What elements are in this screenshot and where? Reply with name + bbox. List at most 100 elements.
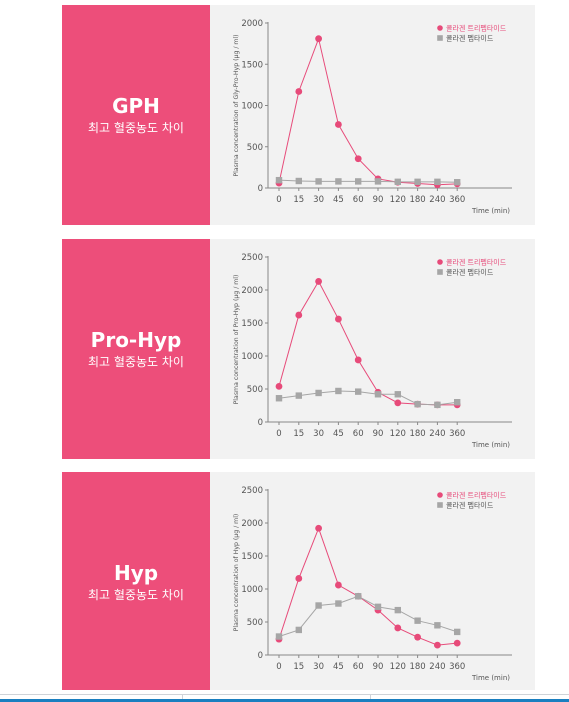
x-tick-label: 0 — [276, 662, 281, 672]
hyp-title: Hyp — [113, 561, 159, 585]
y-tick-label: 1500 — [241, 552, 263, 562]
gph-label-panel: GPH 최고 혈중농도 차이 — [62, 5, 210, 225]
y-tick-label: 2500 — [241, 253, 263, 263]
y-tick-label: 2000 — [241, 19, 263, 29]
legend-marker — [437, 35, 443, 41]
legend-label: 콜라겐 트리펩타이드 — [446, 24, 507, 33]
legend-label: 콜라겐 펩타이드 — [446, 34, 494, 43]
data-point — [335, 600, 342, 607]
y-axis-label: Plasma concentration of Hyp (μg / ml) — [233, 514, 240, 632]
data-point — [335, 315, 342, 323]
x-tick-label: 60 — [353, 195, 364, 205]
data-point — [454, 399, 461, 406]
data-point — [374, 603, 382, 611]
x-tick-label: 180 — [409, 195, 425, 205]
data-point — [275, 382, 283, 390]
x-tick-label: 60 — [353, 429, 364, 439]
gph-subtitle: 최고 혈중농도 차이 — [88, 121, 184, 135]
data-point — [315, 178, 322, 185]
x-axis-label: Time (min) — [471, 674, 510, 682]
data-point — [394, 606, 401, 614]
data-point — [354, 155, 362, 163]
panel-pro-hyp: Pro-Hyp 최고 혈중농도 차이 0 500 1000 1500 2000 2500 0… — [62, 239, 535, 459]
x-tick-label: 15 — [293, 662, 304, 672]
y-tick-label: 2500 — [241, 486, 263, 496]
x-tick-label: 45 — [333, 195, 344, 205]
data-point — [355, 593, 362, 600]
data-point — [335, 387, 342, 395]
data-point — [414, 633, 421, 641]
data-point — [295, 575, 303, 582]
x-tick-label: 180 — [409, 662, 425, 672]
data-point — [414, 178, 421, 186]
y-tick-label: 2000 — [241, 286, 263, 296]
data-point — [434, 641, 441, 649]
data-point — [394, 391, 401, 398]
data-point — [315, 278, 322, 285]
x-tick-label: 240 — [429, 429, 445, 439]
y-tick-label: 0 — [258, 418, 263, 428]
data-point — [315, 524, 322, 532]
x-tick-label: 360 — [449, 195, 465, 205]
x-tick-label: 0 — [276, 195, 281, 205]
scrollbar-bar — [0, 699, 569, 702]
y-tick-label: 500 — [247, 618, 263, 628]
data-point — [275, 633, 283, 640]
x-tick-label: 60 — [353, 662, 364, 672]
bottom-scrollbar[interactable] — [0, 690, 569, 702]
x-tick-label: 30 — [313, 195, 324, 205]
legend-label: 콜라겐 트리펩타이드 — [446, 258, 507, 267]
hyp-chart: 0 500 1000 1500 2000 2500 0 15 30 45 60 90 120 180 240… — [233, 486, 512, 682]
data-point — [434, 622, 441, 629]
y-tick-label: 1000 — [241, 585, 263, 595]
data-point — [374, 178, 382, 185]
x-tick-label: 30 — [313, 429, 324, 439]
panel-hyp: Hyp 최고 혈중농도 차이 0 500 1000 1500 2000 2500 0 15 30… — [62, 472, 535, 692]
pro-hyp-chart: 0 500 1000 1500 2000 2500 0 15 30 45 60 90 120 180 240… — [233, 253, 512, 449]
data-point — [394, 399, 402, 407]
data-point — [295, 88, 303, 95]
data-point — [354, 356, 362, 364]
data-point — [315, 35, 322, 43]
x-tick-label: 15 — [293, 429, 304, 439]
y-tick-label: 1500 — [241, 60, 263, 70]
x-axis-label: Time (min) — [471, 207, 510, 215]
y-axis-label: Plasma concentration of Gly-Pro-Hyp (μg … — [233, 34, 240, 176]
y-tick-label: 500 — [247, 143, 263, 153]
hyp-chart-panel: 0 500 1000 1500 2000 2500 0 15 30 45 60 90 120 180 240… — [210, 472, 535, 692]
y-tick-label: 1500 — [241, 319, 263, 329]
legend-label: 콜라겐 펩타이드 — [446, 501, 494, 510]
data-point — [454, 179, 461, 186]
y-tick-label: 0 — [258, 651, 263, 661]
x-tick-label: 120 — [390, 662, 406, 672]
data-point — [275, 176, 283, 184]
x-tick-label: 240 — [429, 195, 445, 205]
series-line — [278, 526, 458, 646]
x-tick-label: 360 — [449, 662, 465, 672]
x-tick-label: 360 — [449, 429, 465, 439]
data-point — [295, 311, 303, 319]
pro-hyp-chart-panel: 0 500 1000 1500 2000 2500 0 15 30 45 60 90 120 180 240… — [210, 239, 535, 459]
gph-title: GPH — [112, 94, 160, 118]
scrollbar-track — [0, 694, 569, 695]
legend-marker — [437, 502, 443, 508]
y-tick-label: 1000 — [241, 102, 263, 112]
data-point — [335, 178, 342, 185]
panel-gph: GPH 최고 혈중농도 차이 0 500 1000 1500 2000 0 15 30 45 60… — [62, 5, 535, 225]
data-point — [295, 626, 302, 634]
data-point — [414, 617, 421, 624]
x-tick-label: 30 — [313, 662, 324, 672]
y-tick-label: 2000 — [241, 519, 263, 529]
x-tick-label: 45 — [333, 429, 344, 439]
pro-hyp-title: Pro-Hyp — [90, 328, 182, 352]
data-point — [414, 400, 421, 408]
gph-chart-panel: 0 500 1000 1500 2000 0 15 30 45 60 90 120 180 240 360 T… — [210, 5, 535, 225]
data-point — [394, 624, 402, 632]
x-tick-label: 90 — [373, 662, 384, 672]
scrollbar-divider — [370, 694, 371, 702]
x-tick-label: 120 — [390, 195, 406, 205]
legend-label: 콜라겐 트리펩타이드 — [446, 491, 507, 500]
y-tick-label: 1000 — [241, 352, 263, 362]
legend-marker — [437, 492, 443, 498]
legend-label: 콜라겐 펩타이드 — [446, 268, 494, 277]
